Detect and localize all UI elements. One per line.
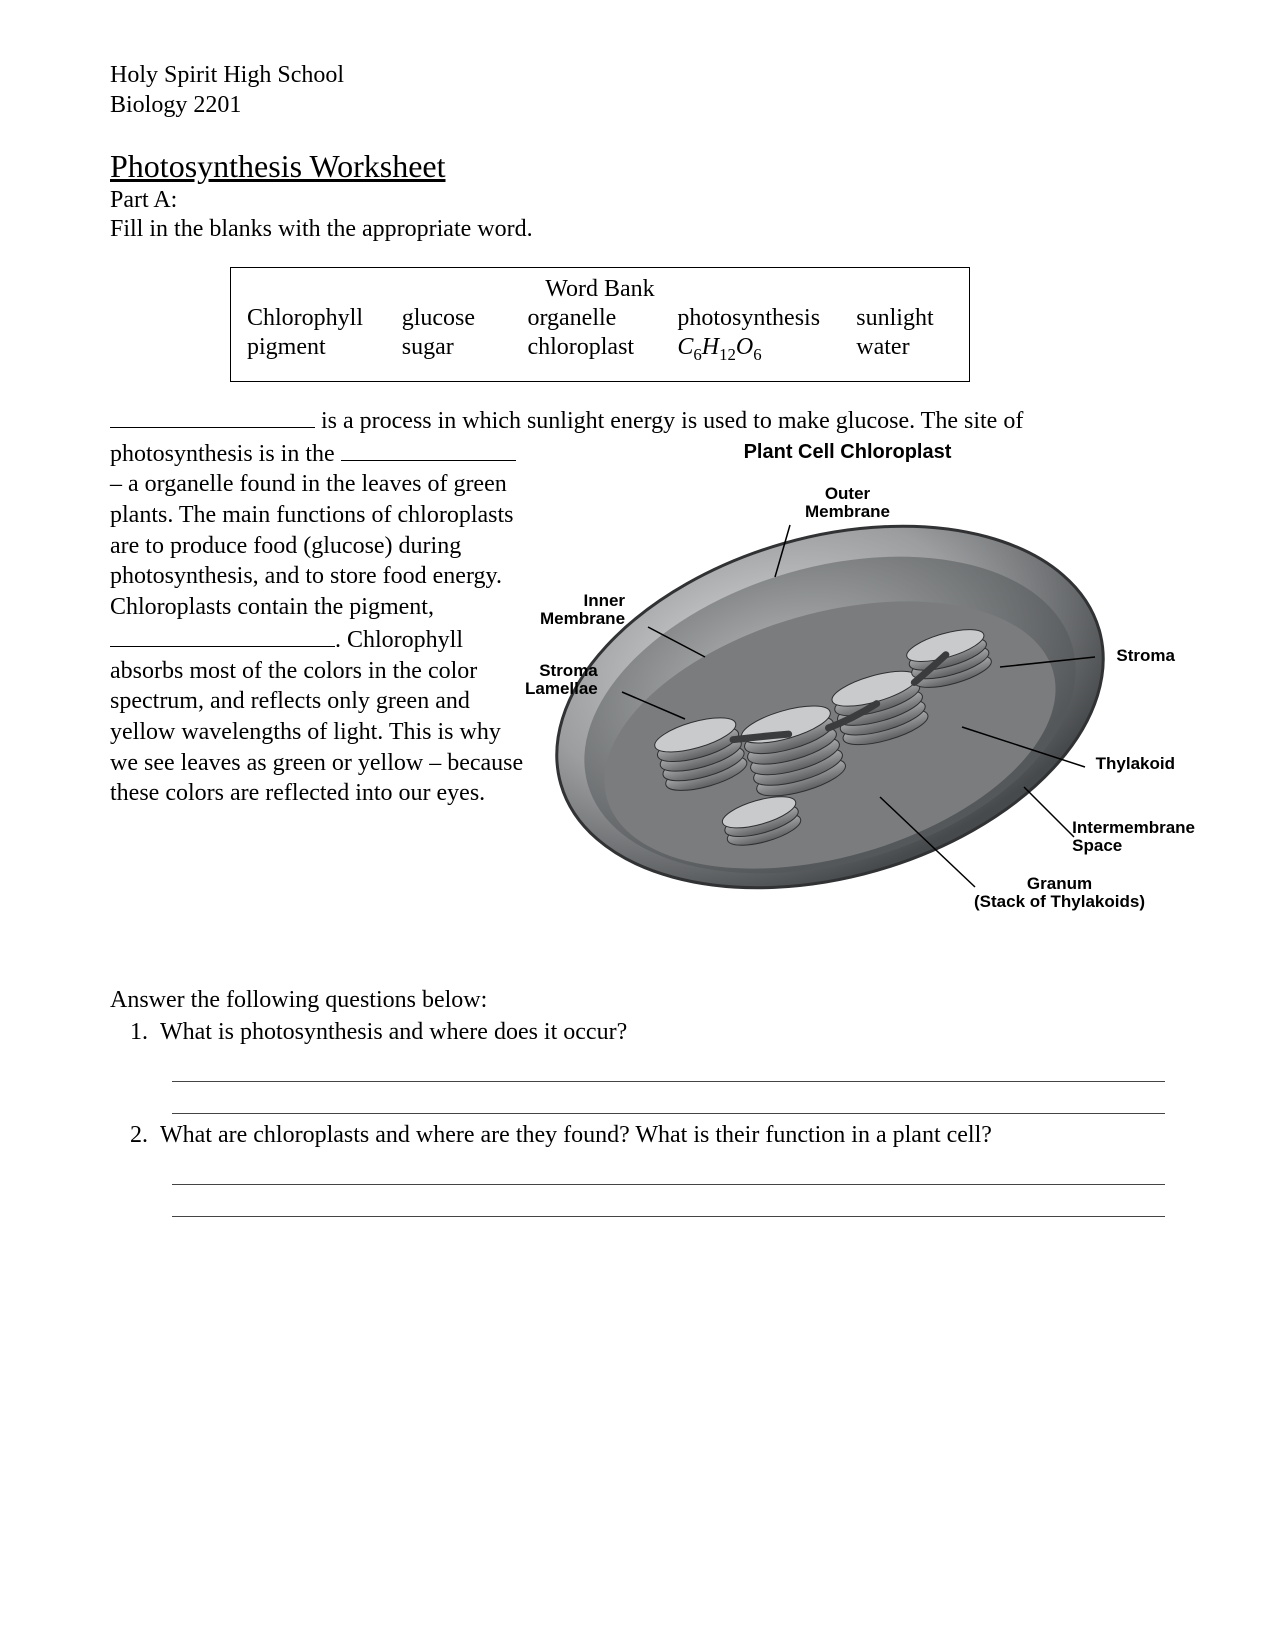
para-text: is a process in which sunlight energy is… bbox=[315, 408, 1023, 434]
answer-line[interactable] bbox=[172, 1157, 1165, 1185]
word-bank-row: pigment sugar chloroplast C6H12O6 water bbox=[247, 334, 953, 365]
questions-lead: Answer the following questions below: bbox=[110, 985, 1165, 1016]
word-bank-formula: C6H12O6 bbox=[677, 334, 856, 365]
word-bank-word: photosynthesis bbox=[677, 305, 856, 332]
word-bank-title: Word Bank bbox=[247, 276, 953, 303]
blank-field[interactable] bbox=[110, 623, 335, 647]
word-bank: Word Bank Chlorophyll glucose organelle … bbox=[230, 267, 970, 382]
paragraph-column: photosynthesis is in the – a organelle f… bbox=[110, 437, 530, 810]
word-bank-word: organelle bbox=[527, 305, 677, 332]
fill-blank-line-1: is a process in which sunlight energy is… bbox=[110, 404, 1165, 437]
para-text: . Chlorophyll absorbs most of the colors… bbox=[110, 627, 523, 807]
course-code: Biology 2201 bbox=[110, 90, 1165, 120]
answer-line[interactable] bbox=[172, 1054, 1165, 1082]
part-a-label: Part A: bbox=[110, 187, 1165, 214]
questions-list: What is photosynthesis and where does it… bbox=[154, 1017, 1165, 1216]
chloroplast-figure: Plant Cell Chloroplast bbox=[530, 437, 1165, 967]
word-bank-word: chloroplast bbox=[527, 334, 677, 365]
word-bank-word: glucose bbox=[402, 305, 528, 332]
page-title: Photosynthesis Worksheet bbox=[110, 148, 1165, 185]
figure-label-stroma-lamellae: StromaLamellae bbox=[525, 662, 598, 699]
figure-label-intermembrane-space: IntermembraneSpace bbox=[1072, 819, 1195, 856]
school-name: Holy Spirit High School bbox=[110, 60, 1165, 90]
figure-label-thylakoid: Thylakoid bbox=[1096, 755, 1175, 774]
blank-field[interactable] bbox=[341, 437, 516, 461]
question-item: What is photosynthesis and where does it… bbox=[154, 1017, 1165, 1114]
word-bank-word: sugar bbox=[402, 334, 528, 365]
figure-label-inner-membrane: InnerMembrane bbox=[540, 592, 625, 629]
worksheet-page: Holy Spirit High School Biology 2201 Pho… bbox=[0, 0, 1275, 1651]
questions-section: Answer the following questions below: Wh… bbox=[110, 985, 1165, 1217]
answer-line[interactable] bbox=[172, 1189, 1165, 1217]
question-item: What are chloroplasts and where are they… bbox=[154, 1120, 1165, 1217]
para-text: – a organelle found in the leaves of gre… bbox=[110, 471, 514, 620]
word-bank-word: sunlight bbox=[856, 305, 953, 332]
word-bank-row: Chlorophyll glucose organelle photosynth… bbox=[247, 305, 953, 332]
answer-line[interactable] bbox=[172, 1086, 1165, 1114]
para-text: photosynthesis is in the bbox=[110, 441, 341, 467]
word-bank-word: Chlorophyll bbox=[247, 305, 402, 332]
figure-label-outer-membrane: OuterMembrane bbox=[530, 485, 1165, 522]
question-text: What is photosynthesis and where does it… bbox=[160, 1019, 627, 1045]
fill-blank-section: is a process in which sunlight energy is… bbox=[110, 404, 1165, 967]
figure-title: Plant Cell Chloroplast bbox=[530, 441, 1165, 464]
part-a-instruction: Fill in the blanks with the appropriate … bbox=[110, 216, 1165, 243]
question-text: What are chloroplasts and where are they… bbox=[160, 1122, 992, 1148]
figure-label-granum: Granum(Stack of Thylakoids) bbox=[974, 875, 1145, 912]
blank-field[interactable] bbox=[110, 404, 315, 428]
word-bank-word: pigment bbox=[247, 334, 402, 365]
word-bank-word: water bbox=[856, 334, 953, 365]
figure-label-stroma: Stroma bbox=[1116, 647, 1175, 666]
